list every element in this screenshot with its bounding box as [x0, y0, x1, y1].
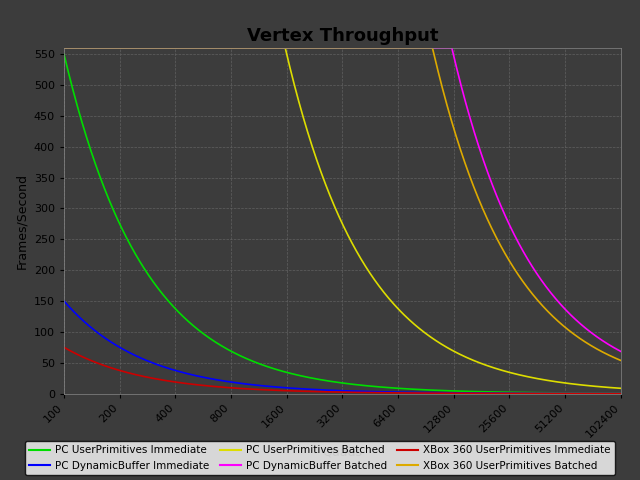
X-axis label: Quads: Quads — [323, 445, 362, 458]
Y-axis label: Frames/Second: Frames/Second — [15, 173, 28, 269]
Title: Vertex Throughput: Vertex Throughput — [246, 27, 438, 45]
Legend: PC UserPrimitives Immediate, PC DynamicBuffer Immediate, PC UserPrimitives Batch: PC UserPrimitives Immediate, PC DynamicB… — [25, 441, 615, 475]
